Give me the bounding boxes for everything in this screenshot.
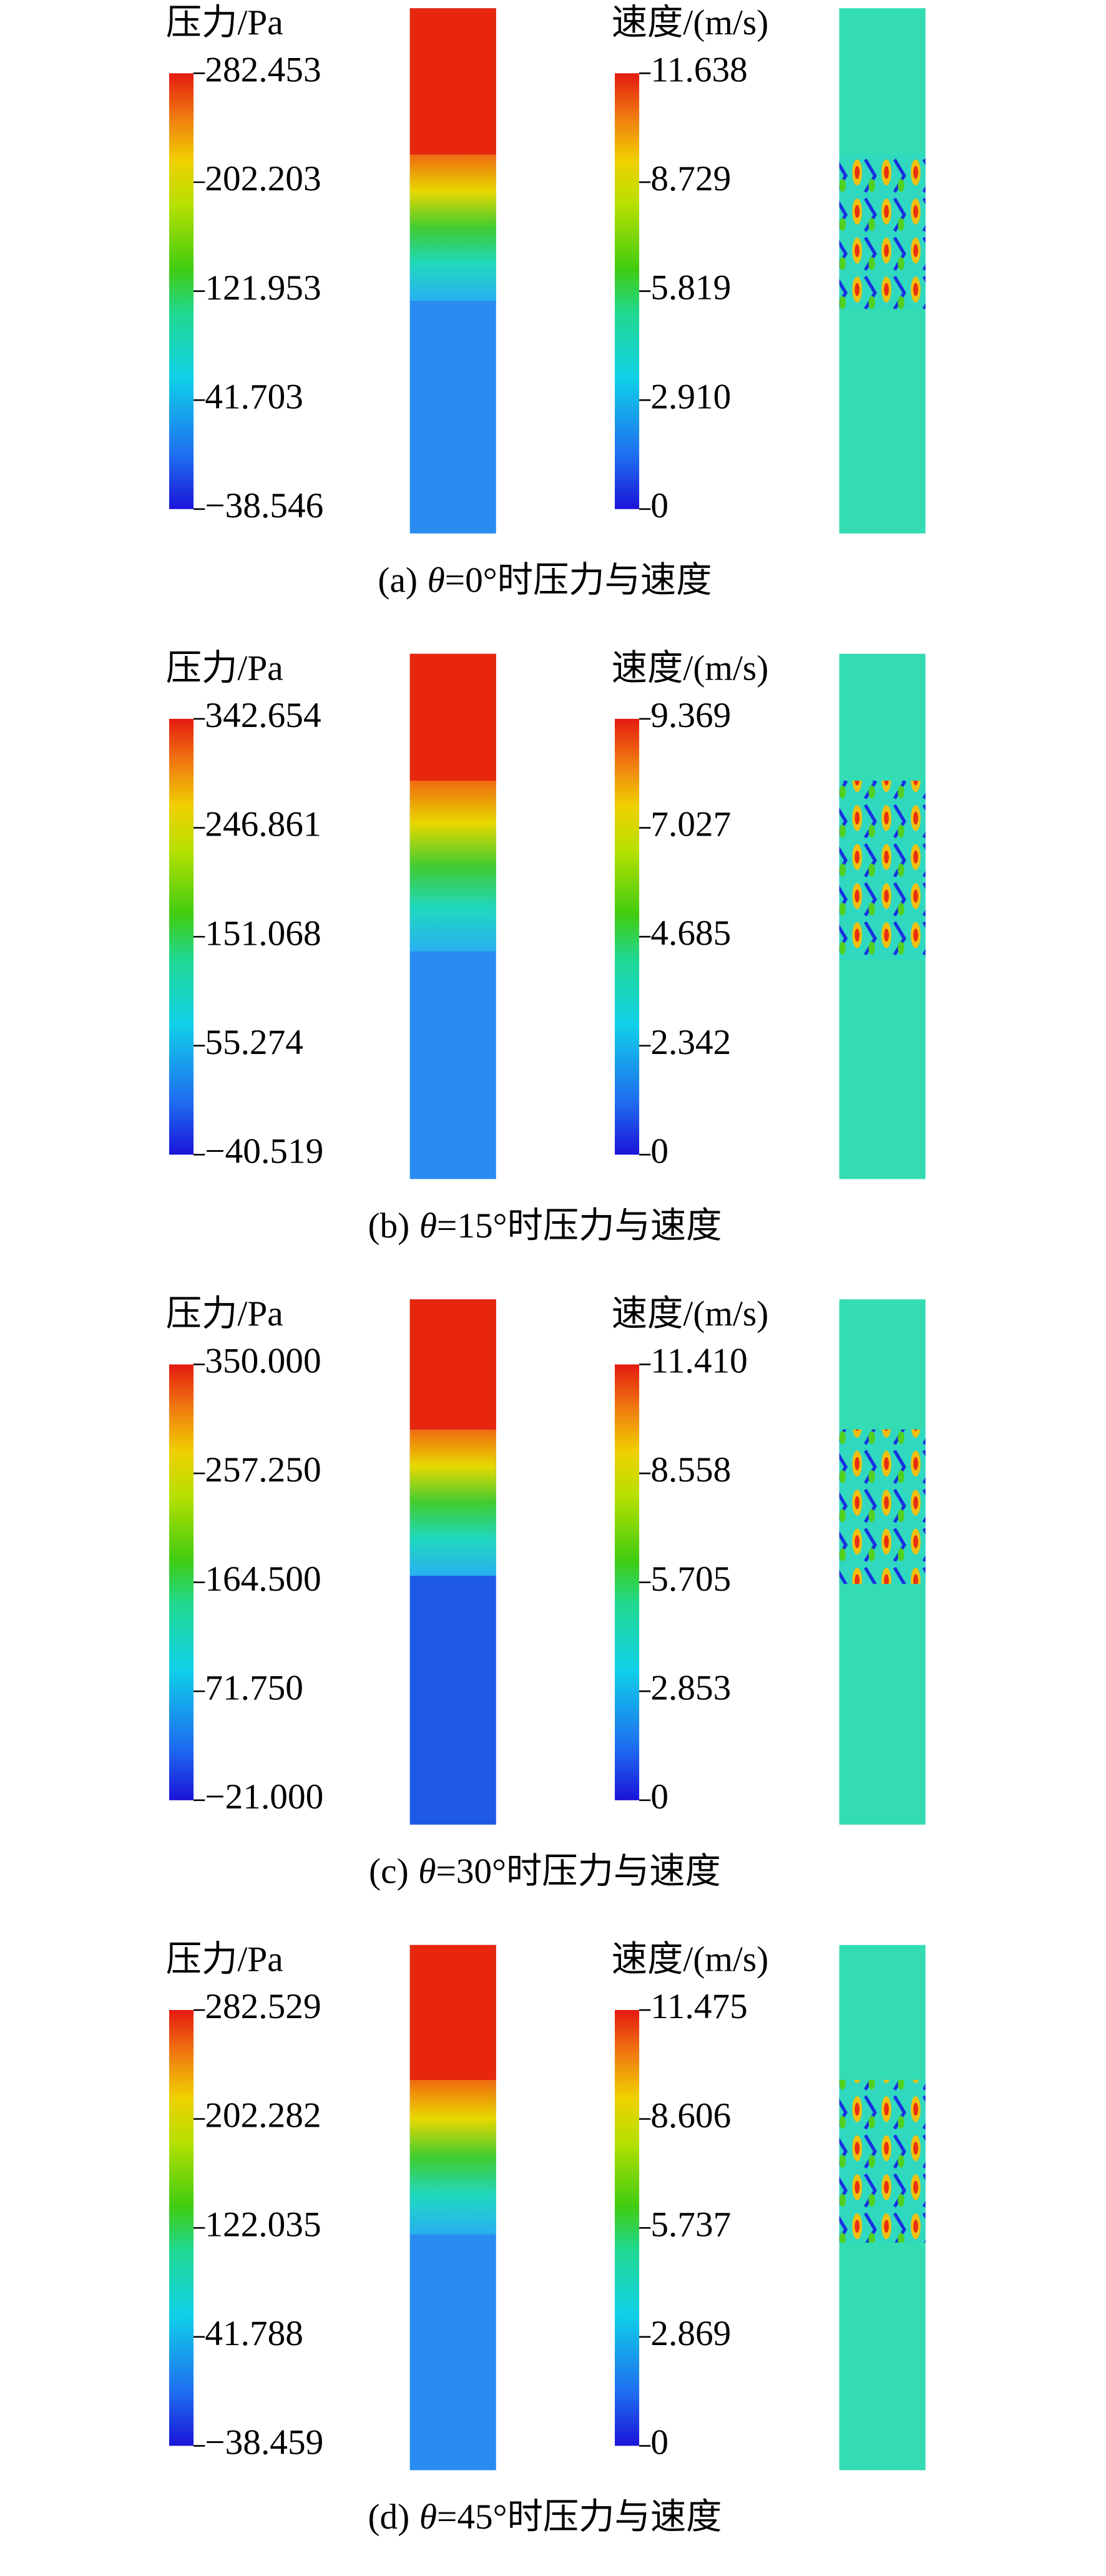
tick-label: 71.750	[205, 1668, 303, 1707]
tick-label: −21.000	[205, 1777, 323, 1817]
tick-label: 0	[650, 1777, 668, 1817]
tick-label: 5.705	[650, 1559, 731, 1599]
tick-label: 282.529	[205, 1987, 321, 2026]
caption-text: =30°时压力与速度	[436, 1852, 720, 1891]
tick-label: 11.410	[650, 1342, 747, 1381]
tick-label: 151.068	[205, 914, 321, 953]
tick-label: 282.453	[205, 51, 321, 90]
panel: 压力/Pa 350.000 257.250 164.500 71.750 −21.000 速…	[166, 1294, 926, 1891]
caption-label: (d)	[368, 2497, 409, 2537]
panel: 压力/Pa 282.453 202.203 121.953 41.703 −38.546 速…	[166, 3, 926, 600]
tick-label: 121.953	[205, 268, 321, 308]
velocity-field-band	[839, 154, 926, 310]
caption: (b) θ=15°时压力与速度	[368, 1206, 722, 1246]
tick-label: 8.558	[650, 1450, 731, 1490]
colorbar-title: 压力/Pa	[166, 3, 283, 42]
colorbar-title: 速度/(m/s)	[612, 1940, 769, 1979]
caption-symbol: θ	[418, 1852, 436, 1891]
pressure-field-band	[409, 1429, 496, 1576]
tick-label: 350.000	[205, 1342, 321, 1381]
tick-label: 5.737	[650, 2205, 731, 2244]
tick-label: −38.546	[205, 486, 323, 525]
pressure-field-band	[409, 780, 496, 952]
colorbar	[615, 1364, 640, 1800]
tick-label: 2.342	[650, 1023, 731, 1062]
caption-text: =0°时压力与速度	[445, 561, 712, 600]
pressure-field-high	[409, 1299, 496, 1430]
tick-label: 55.274	[205, 1023, 303, 1062]
panel: 压力/Pa 282.529 202.282 122.035 41.788 −38.459 速…	[166, 1940, 926, 2537]
tick-label: 4.685	[650, 914, 731, 953]
tick-label: −40.519	[205, 1131, 323, 1171]
tick-label: −38.459	[205, 2423, 323, 2462]
caption-symbol: θ	[428, 561, 445, 600]
tick-label: 11.638	[650, 51, 747, 90]
tick-label: 0	[650, 1131, 668, 1171]
caption: (d) θ=45°时压力与速度	[368, 2497, 722, 2537]
caption: (c) θ=30°时压力与速度	[369, 1852, 721, 1891]
colorbar	[615, 73, 640, 509]
tick-label: 2.853	[650, 1668, 731, 1707]
colorbar-title: 压力/Pa	[166, 1940, 283, 1979]
tick-label: 342.654	[205, 696, 321, 735]
tick-label: 41.788	[205, 2314, 303, 2353]
caption-label: (c)	[369, 1852, 409, 1891]
velocity-field-band	[839, 780, 926, 960]
velocity-field-band	[839, 2080, 926, 2243]
colorbar-title: 压力/Pa	[166, 649, 283, 688]
pressure-field-high	[409, 1944, 496, 2081]
colorbar	[169, 2010, 194, 2446]
caption-text: =45°时压力与速度	[437, 2497, 722, 2537]
caption-symbol: θ	[419, 2497, 437, 2537]
pressure-field-high	[409, 653, 496, 781]
tick-label: 11.475	[650, 1987, 747, 2026]
tick-label: 246.861	[205, 805, 321, 844]
tick-label: 0	[650, 486, 668, 525]
colorbar	[615, 2010, 640, 2446]
colorbar-title: 速度/(m/s)	[612, 3, 769, 42]
tick-label: 0	[650, 2423, 668, 2462]
tick-label: 7.027	[650, 805, 731, 844]
colorbar	[169, 73, 194, 509]
colorbar	[615, 718, 640, 1155]
tick-label: 202.282	[205, 2096, 321, 2135]
pressure-field-band	[409, 154, 496, 301]
colorbar-title: 速度/(m/s)	[612, 1294, 769, 1334]
velocity-field-band	[839, 1429, 926, 1584]
tick-label: 8.729	[650, 159, 731, 198]
caption-text: =15°时压力与速度	[437, 1206, 722, 1246]
caption-symbol: θ	[419, 1206, 437, 1246]
tick-label: 202.203	[205, 159, 321, 198]
tick-label: 257.250	[205, 1450, 321, 1490]
caption-label: (a)	[378, 561, 418, 600]
pressure-field-high	[409, 8, 496, 155]
pressure-field-band	[409, 2080, 496, 2235]
caption: (a) θ=0°时压力与速度	[378, 561, 712, 600]
colorbar	[169, 1364, 194, 1800]
tick-label: 2.869	[650, 2314, 731, 2353]
tick-label: 5.819	[650, 268, 731, 308]
tick-label: 41.703	[205, 377, 303, 416]
tick-label: 164.500	[205, 1559, 321, 1599]
colorbar	[169, 718, 194, 1155]
tick-label: 9.369	[650, 696, 731, 735]
colorbar-title: 压力/Pa	[166, 1294, 283, 1334]
panel: 压力/Pa 342.654 246.861 151.068 55.274 −40.519 速…	[166, 649, 926, 1246]
tick-label: 122.035	[205, 2205, 321, 2244]
caption-label: (b)	[368, 1206, 409, 1246]
tick-label: 8.606	[650, 2096, 731, 2135]
tick-label: 2.910	[650, 377, 731, 416]
colorbar-title: 速度/(m/s)	[612, 649, 769, 688]
